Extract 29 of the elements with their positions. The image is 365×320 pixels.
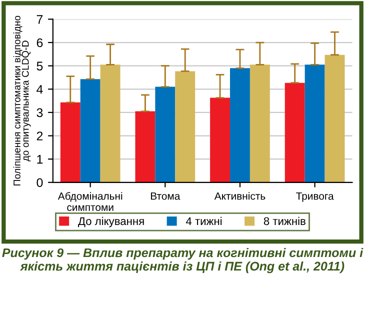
y-tick-label: 0: [36, 178, 43, 188]
bar: [230, 68, 250, 182]
bar: [250, 64, 270, 182]
bar: [324, 54, 345, 182]
bar: [284, 82, 305, 182]
y-tick-label: 1: [37, 155, 43, 164]
bar: [100, 64, 120, 182]
bar: [80, 79, 100, 182]
x-tick-label: Активність: [214, 192, 266, 200]
bar: [155, 86, 176, 182]
bar: [60, 102, 80, 182]
legend-label: 8 тижнів: [264, 216, 306, 226]
y-tick-label: 5: [36, 62, 43, 70]
y-tick-label: 7: [36, 15, 43, 24]
y-tick-label: 2: [36, 132, 43, 140]
y-tick-label: 6: [36, 38, 43, 48]
x-tick-label: Тривога: [296, 192, 334, 202]
text: Рисунок 9 — Вплив препарату на когнітивні симптоми і якість життя пацієнтів із ЦП і ПЕ (Ong et al., 2011): [2, 248, 364, 274]
y-axis-title: Поліпшення симптоматики відповідно до опитувальника CLDQ-D: [13, 16, 31, 186]
bar: [304, 64, 325, 182]
x-tick-label: Втома: [151, 192, 180, 200]
bar: [175, 71, 196, 182]
bar: [210, 98, 230, 182]
bar: [135, 111, 156, 182]
legend-label: До лікування: [78, 216, 144, 228]
x-tick-label: Абдомінальні симптоми: [58, 192, 122, 211]
legend-label: 4 тижні: [186, 216, 222, 225]
y-tick-label: 4: [36, 85, 43, 94]
y-tick-label: 3: [36, 108, 43, 118]
